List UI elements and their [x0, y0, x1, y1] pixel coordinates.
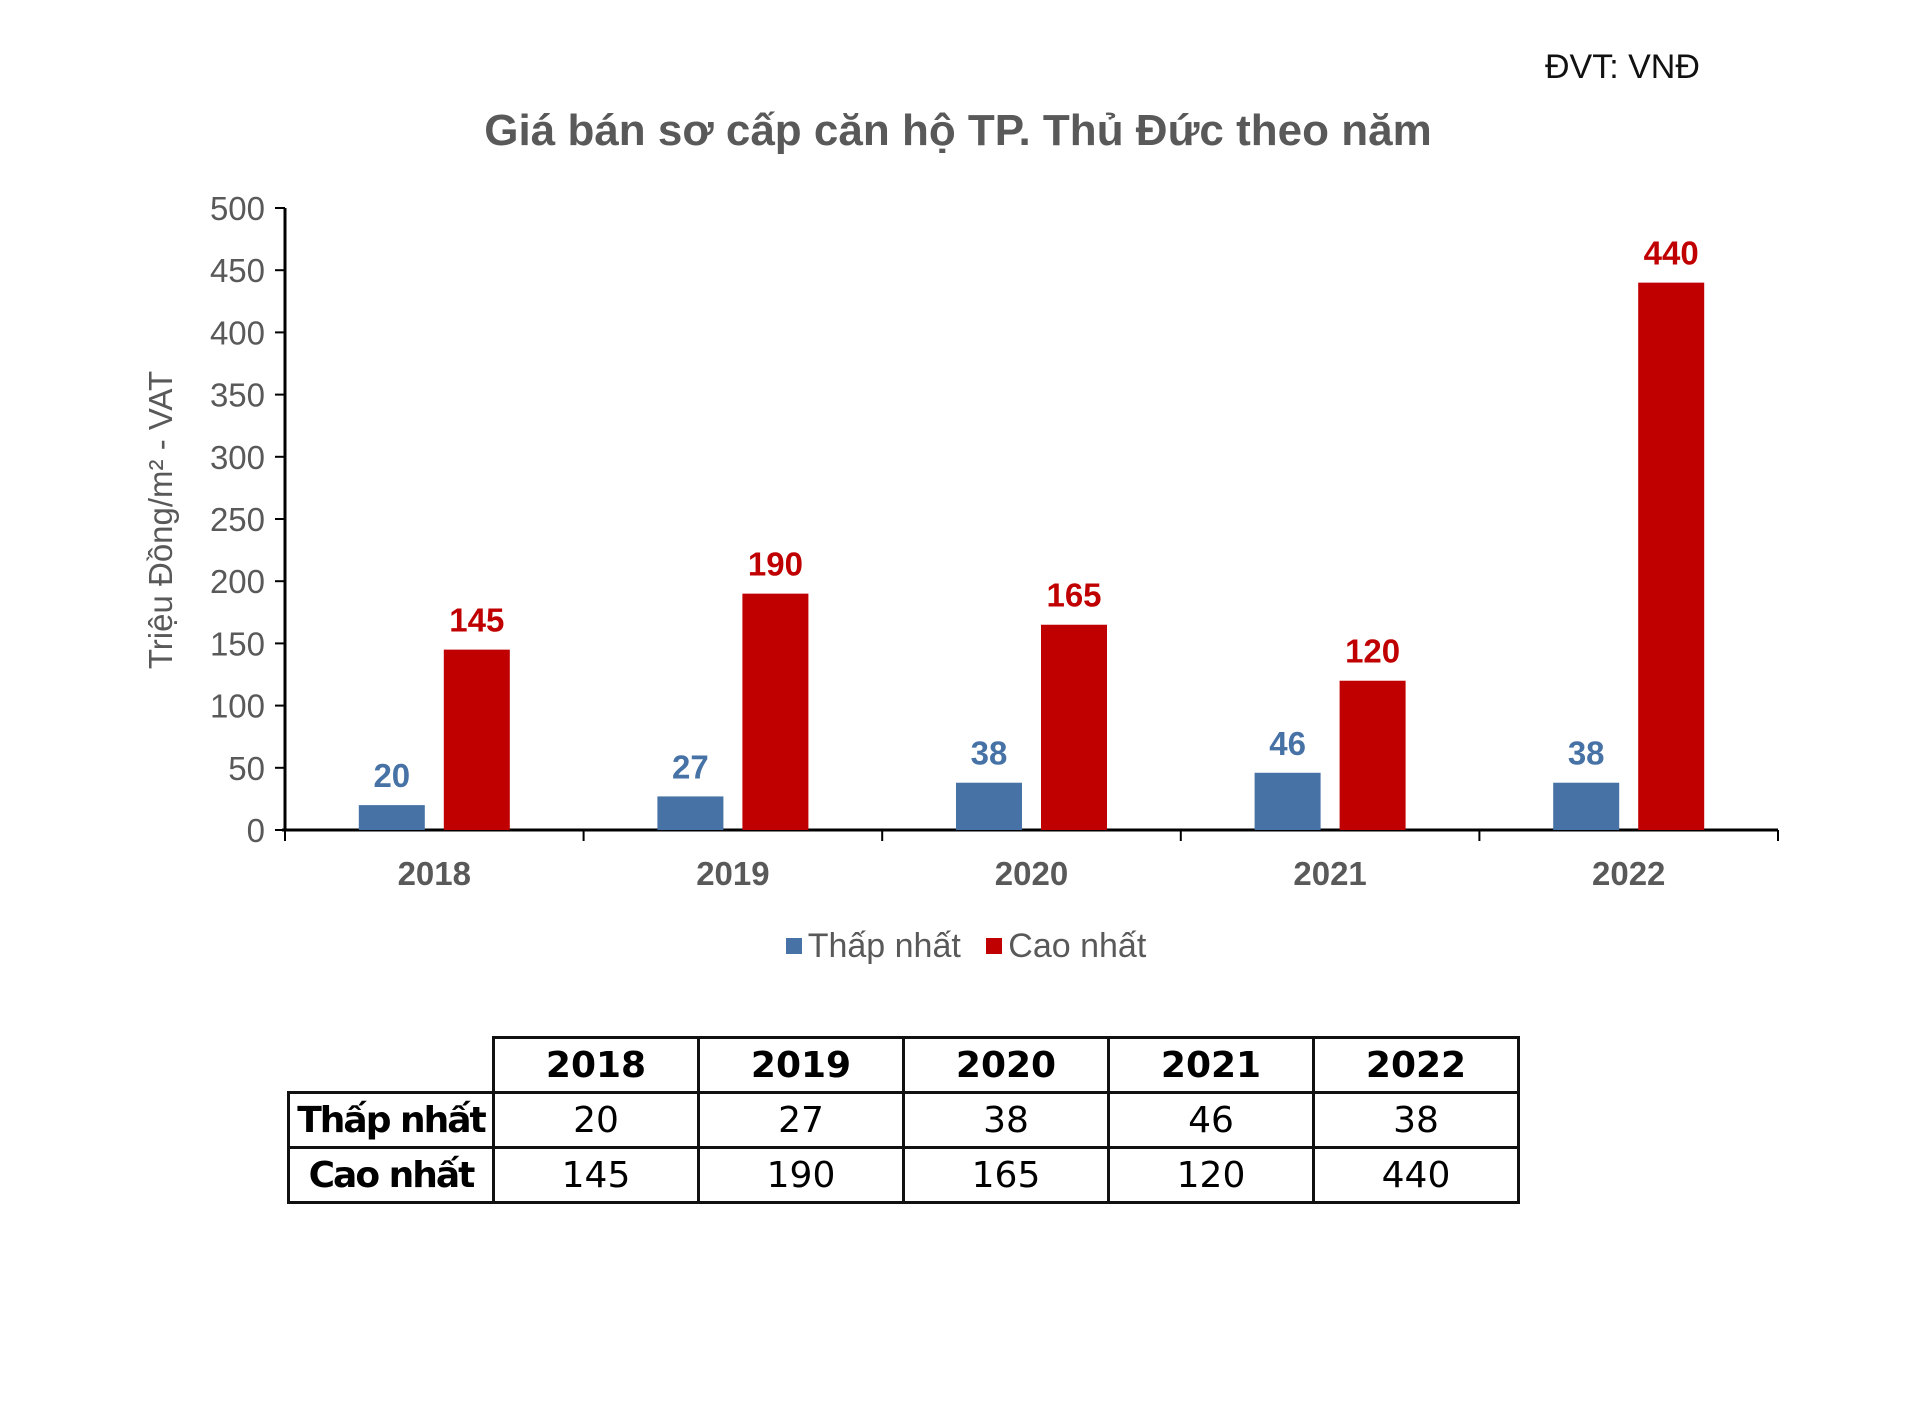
- data-label: 20: [373, 757, 410, 794]
- legend-label: Cao nhất: [1008, 926, 1147, 965]
- row-label: Thấp nhất: [287, 1091, 495, 1149]
- data-label: 38: [971, 735, 1008, 772]
- bar-thap-nhat: [1254, 772, 1321, 830]
- y-tick-label: 400: [210, 314, 265, 351]
- legend-swatch: [785, 938, 802, 954]
- data-table: 2018 2019 2020 2021 2022 Thấp nhất 20 27…: [287, 1036, 1520, 1204]
- table-cell: 120: [1107, 1146, 1315, 1204]
- data-label: 165: [1046, 577, 1101, 614]
- x-tick-label: 2021: [1293, 855, 1366, 892]
- table-cell: 46: [1107, 1091, 1315, 1149]
- y-tick-label: 300: [210, 439, 265, 476]
- legend-label: Thấp nhất: [807, 926, 961, 965]
- table-row: Cao nhất 145 190 165 120 440: [287, 1146, 1520, 1204]
- table-header-cell: 2020: [902, 1036, 1110, 1094]
- y-tick-label: 350: [210, 377, 265, 414]
- table-row: Thấp nhất 20 27 38 46 38: [287, 1091, 1520, 1149]
- y-tick-label: 0: [247, 812, 265, 849]
- table-header-cell: 2021: [1107, 1036, 1315, 1094]
- bar-cao-nhat: [1041, 624, 1107, 830]
- table-header-row: 2018 2019 2020 2021 2022: [288, 1036, 1520, 1094]
- table-header-cell: 2019: [697, 1036, 905, 1094]
- bar-cao-nhat: [1638, 282, 1705, 830]
- legend-swatch: [986, 938, 1003, 954]
- y-tick-label: 200: [210, 563, 265, 600]
- legend-item-cao-nhat: Cao nhất: [986, 927, 1146, 966]
- table-cell: 440: [1312, 1146, 1520, 1204]
- bar-thap-nhat: [657, 796, 724, 830]
- unit-note: ĐVT: VNĐ: [1545, 48, 1700, 86]
- y-tick-label: 50: [228, 750, 265, 787]
- y-tick-label: 450: [210, 252, 265, 289]
- y-tick-label: 250: [210, 501, 265, 538]
- table-header-cell: 2022: [1312, 1036, 1520, 1094]
- bar-thap-nhat: [1553, 782, 1620, 830]
- x-tick-label: 2022: [1592, 855, 1665, 892]
- table-cell: 165: [902, 1146, 1110, 1204]
- data-label: 46: [1269, 725, 1306, 762]
- row-label: Cao nhất: [287, 1146, 495, 1204]
- table-cell: 38: [902, 1091, 1110, 1149]
- table-cell: 20: [492, 1091, 700, 1149]
- bar-cao-nhat: [1339, 680, 1406, 830]
- x-tick-label: 2020: [995, 855, 1068, 892]
- data-label: 190: [748, 546, 803, 583]
- y-tick-label: 150: [210, 625, 265, 662]
- bar-cao-nhat: [443, 649, 510, 830]
- data-label: 120: [1345, 633, 1400, 670]
- bar-thap-nhat: [956, 782, 1022, 830]
- table-cell: 38: [1312, 1091, 1520, 1149]
- table-corner: [288, 1037, 495, 1094]
- table-cell: 145: [492, 1146, 700, 1204]
- table-cell: 190: [697, 1146, 905, 1204]
- data-label: 38: [1568, 735, 1605, 772]
- data-label: 440: [1644, 235, 1699, 272]
- legend: Thấp nhất Cao nhất: [0, 924, 1920, 966]
- bar-thap-nhat: [358, 805, 425, 830]
- table-header-cell: 2018: [492, 1036, 700, 1094]
- legend-item-thap-nhat: Thấp nhất: [785, 926, 961, 966]
- data-label: 27: [672, 748, 709, 785]
- y-tick-label: 100: [210, 688, 265, 725]
- data-label: 145: [449, 602, 504, 639]
- y-tick-label: 500: [210, 190, 265, 227]
- bar-chart: 0 50 100 150 200 250 300 350 400 450 500 Triệu Đồng…: [142, 190, 1779, 892]
- bar-cao-nhat: [742, 593, 809, 830]
- chart-title: Giá bán sơ cấp căn hộ TP. Thủ Đức theo n…: [484, 106, 1432, 155]
- x-tick-label: 2019: [696, 855, 769, 892]
- y-axis-label: Triệu Đồng/m² - VAT: [142, 371, 179, 669]
- x-tick-label: 2018: [398, 855, 471, 892]
- table-cell: 27: [697, 1091, 905, 1149]
